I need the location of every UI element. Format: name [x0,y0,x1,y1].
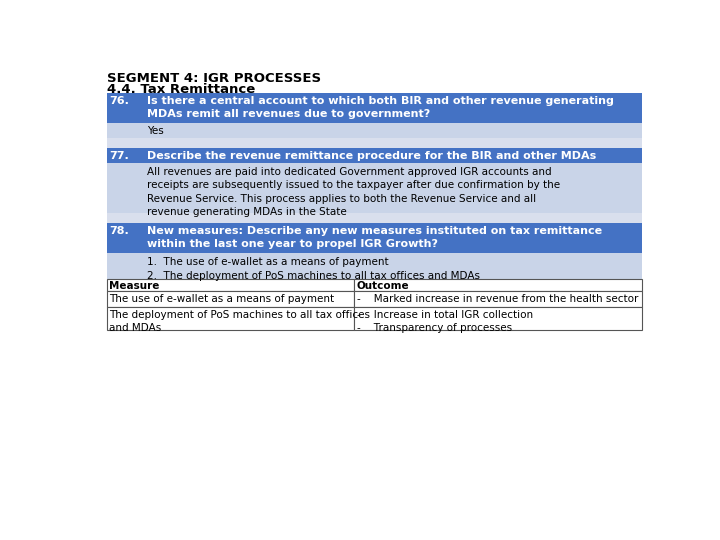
Text: -    Increase in total IGR collection
-    Transparency of processes: - Increase in total IGR collection - Tra… [356,309,533,333]
Bar [144,213,642,224]
Bar [107,224,144,253]
Bar [354,307,642,330]
Bar [107,164,144,213]
Text: The deployment of PoS machines to all tax offices
and MDAs: The deployment of PoS machines to all ta… [109,309,370,333]
Text: Yes: Yes [148,126,164,136]
Bar [107,138,144,148]
Text: 77.: 77. [109,151,129,161]
Text: 4.4. Tax Remittance: 4.4. Tax Remittance [107,83,256,96]
Text: Is there a central account to which both BIR and other revenue generating
MDAs r: Is there a central account to which both… [148,96,614,119]
Text: 76.: 76. [109,96,130,106]
Bar [144,164,642,213]
Text: 1.  The use of e-wallet as a means of payment
2.  The deployment of PoS machines: 1. The use of e-wallet as a means of pay… [148,256,480,281]
Text: New measures: Describe any new measures instituted on tax remittance
within the : New measures: Describe any new measures … [148,226,603,249]
Bar [144,93,642,123]
Text: 78.: 78. [109,226,129,236]
Bar [107,93,144,123]
Bar [144,148,642,164]
Bar [107,279,354,291]
Bar [107,307,354,330]
Bar [107,148,144,164]
Bar [107,213,144,224]
Bar [107,253,144,279]
Bar [144,138,642,148]
Bar [144,123,642,138]
Bar [144,253,642,279]
Text: -    Marked increase in revenue from the health sector: - Marked increase in revenue from the he… [356,294,638,304]
Text: SEGMENT 4: IGR PROCESSES: SEGMENT 4: IGR PROCESSES [107,72,321,85]
Text: The use of e-wallet as a means of payment: The use of e-wallet as a means of paymen… [109,294,335,304]
Text: All revenues are paid into dedicated Government approved IGR accounts and
receip: All revenues are paid into dedicated Gov… [148,167,560,217]
Bar [354,291,642,307]
Bar [354,279,642,291]
Text: Measure: Measure [109,281,160,291]
Bar [144,224,642,253]
Bar [107,123,144,138]
Text: Outcome: Outcome [356,281,409,291]
Text: Describe the revenue remittance procedure for the BIR and other MDAs: Describe the revenue remittance procedur… [148,151,597,161]
Bar [107,291,354,307]
